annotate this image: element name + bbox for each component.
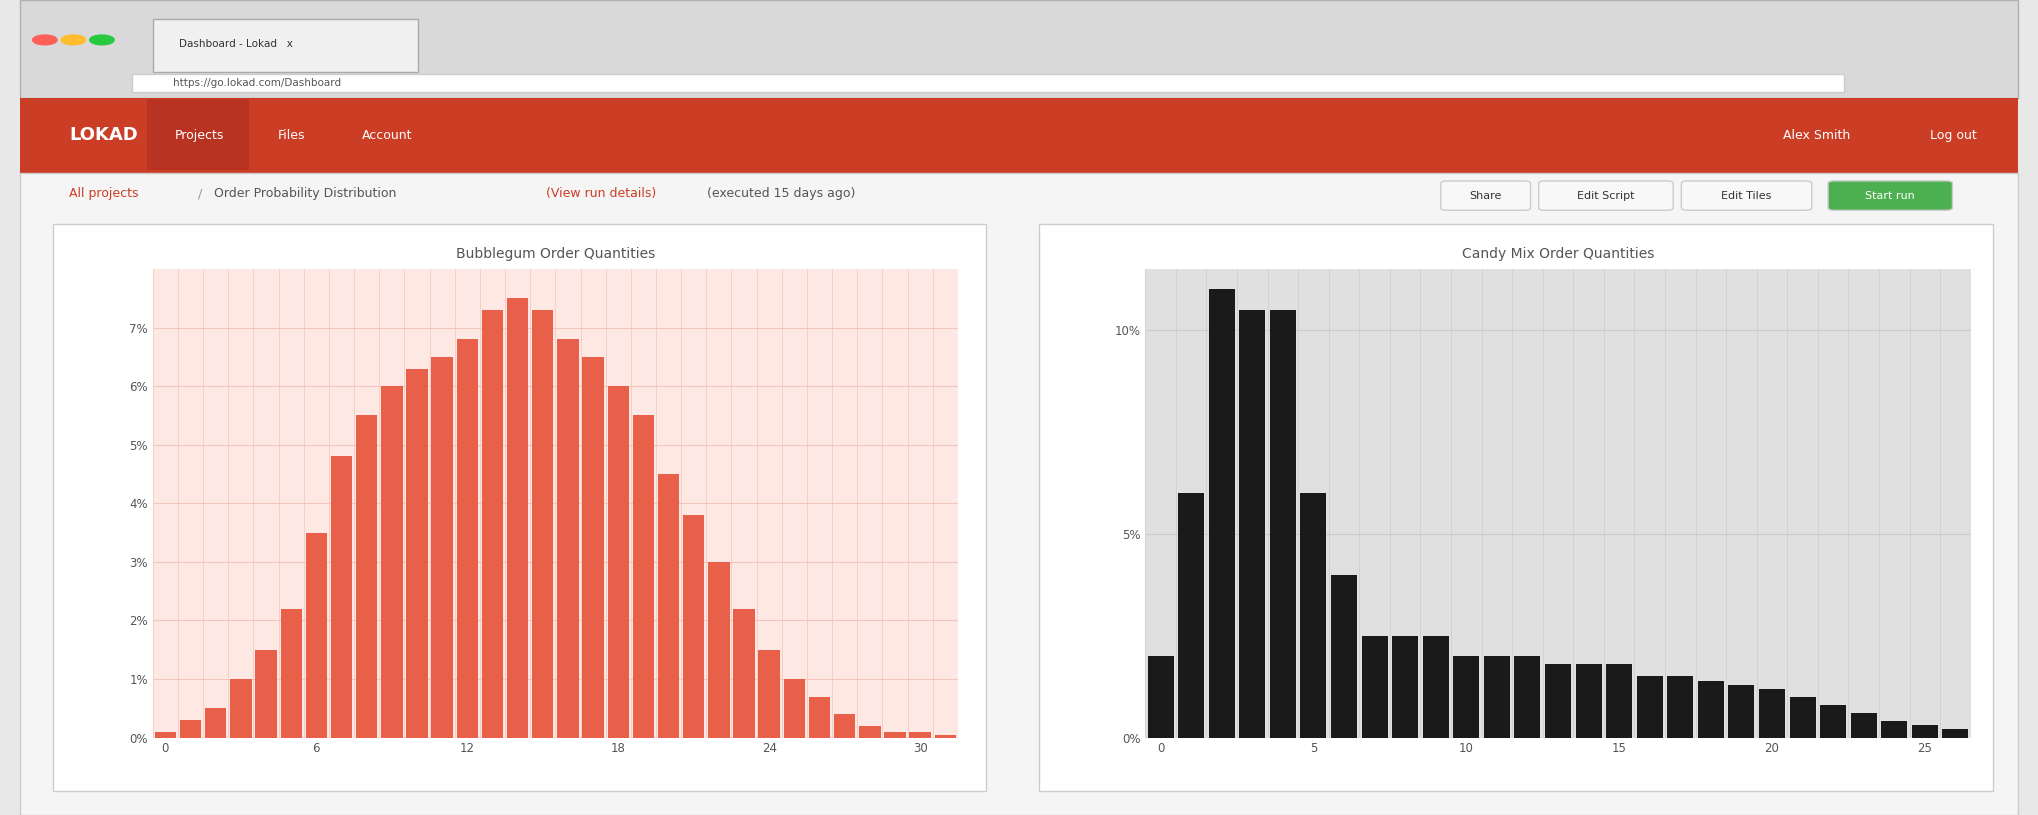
- Text: Log out: Log out: [1930, 129, 1977, 142]
- Text: All projects: All projects: [69, 187, 139, 200]
- Bar: [132, 74, 1844, 92]
- Bar: [255, 650, 277, 738]
- Bar: [1637, 676, 1663, 738]
- Bar: [147, 99, 249, 170]
- FancyBboxPatch shape: [1681, 181, 1812, 210]
- Text: Projects: Projects: [175, 129, 224, 142]
- Text: Edit Tiles: Edit Tiles: [1722, 191, 1771, 200]
- Text: (executed 15 days ago): (executed 15 days ago): [707, 187, 856, 200]
- Bar: [1545, 664, 1571, 738]
- Bar: [20, 0, 2018, 98]
- Bar: [532, 310, 554, 738]
- Bar: [1942, 729, 1969, 738]
- Bar: [206, 708, 226, 738]
- Title: Bubblegum Order Quantities: Bubblegum Order Quantities: [457, 247, 654, 261]
- Title: Candy Mix Order Quantities: Candy Mix Order Quantities: [1461, 247, 1655, 261]
- Bar: [860, 726, 880, 738]
- Bar: [406, 368, 428, 738]
- Bar: [834, 714, 856, 738]
- Bar: [683, 515, 705, 738]
- Text: Edit Script: Edit Script: [1577, 191, 1634, 200]
- Bar: [53, 224, 986, 791]
- Bar: [785, 679, 805, 738]
- Bar: [1239, 310, 1266, 738]
- Bar: [153, 19, 418, 72]
- Text: Start run: Start run: [1865, 191, 1916, 200]
- Bar: [1851, 713, 1877, 738]
- Bar: [1606, 664, 1632, 738]
- Bar: [1667, 676, 1694, 738]
- Bar: [1514, 656, 1541, 738]
- Bar: [20, 98, 2018, 173]
- Bar: [457, 339, 479, 738]
- Bar: [1270, 310, 1296, 738]
- Bar: [330, 456, 353, 738]
- Circle shape: [90, 35, 114, 45]
- Bar: [583, 357, 603, 738]
- Bar: [734, 609, 754, 738]
- Bar: [357, 416, 377, 738]
- Bar: [1209, 289, 1235, 738]
- Bar: [1039, 224, 1993, 791]
- Bar: [1698, 681, 1724, 738]
- Text: Order Probability Distribution: Order Probability Distribution: [214, 187, 395, 200]
- Bar: [658, 474, 679, 738]
- Circle shape: [61, 35, 86, 45]
- Bar: [1881, 721, 1908, 738]
- Bar: [179, 720, 202, 738]
- Text: https://go.lokad.com/Dashboard: https://go.lokad.com/Dashboard: [173, 78, 340, 88]
- Bar: [306, 532, 326, 738]
- Bar: [1728, 685, 1755, 738]
- Bar: [507, 298, 528, 738]
- Bar: [281, 609, 302, 738]
- FancyBboxPatch shape: [1441, 181, 1531, 210]
- Bar: [155, 732, 175, 738]
- Bar: [909, 732, 931, 738]
- Bar: [1423, 636, 1449, 738]
- Text: Share: Share: [1469, 191, 1502, 200]
- Bar: [809, 697, 829, 738]
- Text: Files: Files: [277, 129, 306, 142]
- Bar: [935, 734, 956, 738]
- Bar: [884, 732, 905, 738]
- Bar: [230, 679, 251, 738]
- Text: (View run details): (View run details): [546, 187, 656, 200]
- Bar: [381, 386, 404, 738]
- Bar: [20, 173, 2018, 815]
- Bar: [1759, 689, 1785, 738]
- Text: Alex Smith: Alex Smith: [1783, 129, 1851, 142]
- Bar: [1789, 697, 1816, 738]
- Bar: [1300, 493, 1327, 738]
- Bar: [1912, 725, 1938, 738]
- Bar: [758, 650, 781, 738]
- Circle shape: [33, 35, 57, 45]
- Text: Dashboard - Lokad   x: Dashboard - Lokad x: [179, 39, 293, 49]
- Bar: [707, 562, 730, 738]
- FancyBboxPatch shape: [1828, 181, 1952, 210]
- Text: /: /: [198, 187, 202, 200]
- Bar: [632, 416, 654, 738]
- Text: LOKAD: LOKAD: [69, 126, 139, 144]
- Bar: [1178, 493, 1204, 738]
- Bar: [432, 357, 452, 738]
- Bar: [1575, 664, 1602, 738]
- FancyBboxPatch shape: [1539, 181, 1673, 210]
- Bar: [1392, 636, 1418, 738]
- Text: Account: Account: [363, 129, 412, 142]
- Bar: [1331, 575, 1357, 738]
- Bar: [481, 310, 503, 738]
- Bar: [1361, 636, 1388, 738]
- Bar: [1453, 656, 1480, 738]
- Bar: [556, 339, 579, 738]
- Bar: [607, 386, 630, 738]
- Bar: [1820, 705, 1846, 738]
- Bar: [1484, 656, 1510, 738]
- Bar: [1147, 656, 1174, 738]
